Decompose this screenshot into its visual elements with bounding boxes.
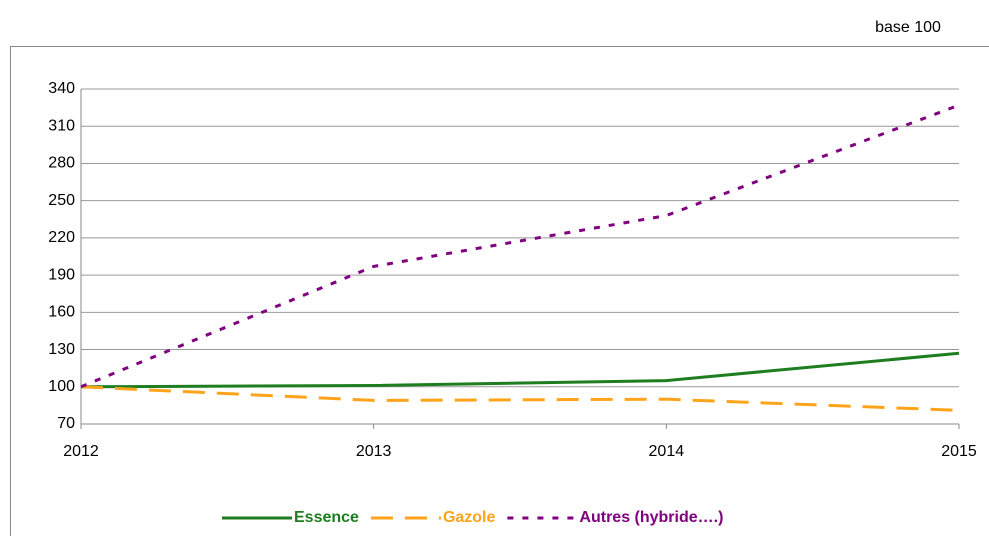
chart-frame [11,47,989,537]
x-tick-label: 2012 [63,443,99,460]
data-line [81,387,959,411]
data-line [81,105,959,387]
x-tick-label: 2015 [941,443,977,460]
y-tick-label: 340 [48,80,75,97]
legend-label: Essence [294,509,359,526]
legend-label: Gazole [443,509,496,526]
y-tick-label: 130 [48,341,75,358]
x-tick-label: 2013 [356,443,392,460]
legend-label: Autres (hybride….) [579,509,723,526]
y-tick-label: 70 [57,415,75,432]
x-tick-label: 2014 [649,443,685,460]
y-tick-label: 250 [48,192,75,209]
y-tick-label: 220 [48,229,75,246]
y-tick-label: 160 [48,304,75,321]
data-line [81,353,959,387]
note: base 100 [875,19,941,36]
y-tick-label: 190 [48,266,75,283]
y-tick-label: 280 [48,155,75,172]
y-tick-label: 310 [48,117,75,134]
y-tick-label: 100 [48,378,75,395]
